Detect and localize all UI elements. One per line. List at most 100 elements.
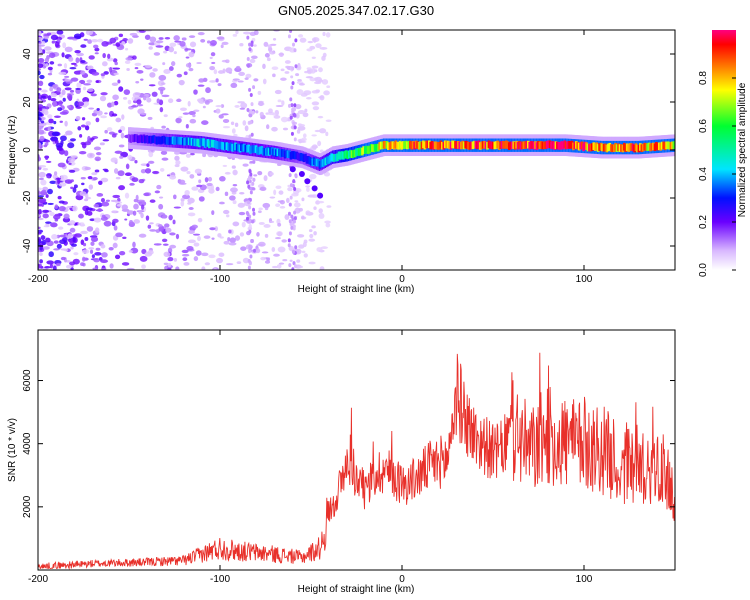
- spectrogram-ridge-cell: [499, 141, 502, 150]
- spectrogram-ridge-cell: [231, 143, 234, 152]
- spectrogram-noise-cell: [240, 246, 247, 251]
- spectrogram-noise-cell: [318, 208, 323, 214]
- spectrogram-noise-cell: [189, 174, 195, 179]
- spectrogram-ridge-cell: [261, 147, 265, 156]
- spectrogram-noise-cell: [169, 232, 176, 236]
- spectrogram-noise-cell: [172, 219, 176, 225]
- spectrogram-ridge-cell: [596, 144, 600, 152]
- spectrogram-noise-cell: [147, 116, 153, 120]
- snr-panel: -200 -100 0 100 2000 4000 6000 Height of stra…: [7, 329, 676, 595]
- spectrogram-noise-cell: [101, 61, 108, 67]
- spectrogram-noise-cell: [129, 219, 133, 225]
- spectrogram-noise-cell: [248, 249, 252, 254]
- spectrogram-noise-cell: [138, 233, 147, 238]
- spectrogram-noise-cell: [94, 47, 100, 52]
- spectrogram-ridge-cell: [308, 156, 312, 165]
- spectrogram-noise-cell: [248, 169, 252, 174]
- spectrogram-ridge-cell: [436, 142, 440, 150]
- spectrogram-ridge-cell: [186, 137, 189, 146]
- spectrogram-noise-cell: [38, 187, 43, 191]
- snr-x-label: Height of straight line (km): [298, 584, 415, 595]
- spectrogram-ridge-cell: [132, 134, 135, 143]
- spectrogram-noise-cell: [159, 106, 164, 113]
- spectrogram-noise-cell: [115, 176, 121, 180]
- spectrogram-noise-cell: [168, 214, 173, 221]
- spectrogram-noise-cell: [110, 199, 118, 203]
- spectrogram-noise-cell: [161, 238, 168, 243]
- spectrogram-noise-cell: [180, 197, 185, 202]
- spectrogram-ridge-cell: [237, 143, 240, 152]
- spectrogram-noise-cell: [84, 166, 91, 171]
- spectrogram-noise-cell: [111, 113, 118, 117]
- spectrogram-noise-cell: [98, 180, 103, 185]
- spectrogram-ridge-cell: [423, 141, 427, 150]
- spectrogram-noise-cell: [38, 197, 47, 203]
- spectrogram-ridge-cell: [161, 135, 165, 144]
- spectrogram-noise-cell: [88, 247, 95, 250]
- spectrogram-noise-cell: [149, 72, 156, 78]
- spectrogram-ridge-cell: [672, 141, 675, 149]
- spectrogram-y-tick-label: 40: [22, 48, 33, 60]
- spectrogram-noise-cell: [67, 157, 76, 163]
- spectrogram-noise-cell: [251, 219, 255, 224]
- spectrogram-noise-cell: [165, 227, 172, 233]
- spectrogram-noise-cell: [314, 81, 322, 85]
- spectrogram-noise-cell: [235, 30, 239, 35]
- spectrogram-noise-cell: [38, 195, 45, 198]
- spectrogram-noise-cell: [93, 257, 100, 263]
- snr-y-tick-label: 4000: [22, 432, 33, 455]
- spectrogram-ridge-cell: [311, 185, 318, 192]
- spectrogram-noise-cell: [182, 257, 188, 262]
- spectrogram-noise-cell: [282, 127, 289, 131]
- spectrogram-ridge-cell: [518, 141, 521, 149]
- spectrogram-noise-cell: [157, 224, 163, 228]
- spectrogram-noise-cell: [38, 36, 44, 42]
- spectrogram-noise-cell: [246, 56, 250, 61]
- spectrogram-ridge-cell: [173, 137, 176, 145]
- spectrogram-noise-cell: [249, 58, 256, 64]
- spectrogram-ridge-cell: [371, 144, 374, 152]
- spectrogram-noise-cell: [133, 219, 141, 224]
- spectrogram-noise-cell: [64, 179, 73, 184]
- spectrogram-noise-cell: [295, 104, 302, 110]
- spectrogram-x-ticks: -200 -100 0 100: [28, 30, 593, 285]
- spectrogram-noise-cell: [155, 40, 164, 44]
- spectrogram-noise-cell: [185, 123, 189, 129]
- spectrogram-ridge-cell: [459, 141, 463, 150]
- spectrogram-noise-cell: [194, 168, 202, 174]
- spectrogram-noise-cell: [303, 90, 312, 96]
- spectrogram-noise-cell: [115, 201, 123, 204]
- snr-x-tick-label: -200: [28, 574, 48, 585]
- spectrogram-ridge-cell: [657, 142, 661, 151]
- spectrogram-ridge-cell: [374, 143, 377, 152]
- spectrogram-noise-cell: [74, 64, 78, 67]
- spectrogram-noise-cell: [271, 246, 276, 252]
- spectrogram-noise-cell: [63, 213, 70, 220]
- spectrogram-ridge-cell: [404, 140, 408, 149]
- spectrogram-ridge-cell: [232, 143, 236, 152]
- spectrogram-noise-cell: [69, 227, 76, 233]
- spectrogram-noise-cell: [114, 150, 123, 154]
- spectrogram-noise-cell: [280, 77, 287, 81]
- spectrogram-ridge-cell: [550, 141, 553, 150]
- spectrogram-noise-cell: [49, 86, 54, 92]
- spectrogram-ridge-cell: [194, 138, 198, 147]
- spectrogram-noise-cell: [262, 202, 271, 209]
- spectrogram-noise-cell: [136, 103, 144, 107]
- spectrogram-ridge-cell: [212, 139, 216, 148]
- spectrogram-noise-cell: [65, 130, 73, 136]
- spectrogram-noise-cell: [185, 63, 192, 68]
- spectrogram-noise-cell: [101, 252, 108, 258]
- spectrogram-ridge-cell: [247, 144, 250, 153]
- spectrogram-noise-cell: [311, 90, 320, 94]
- spectrogram-noise-cell: [111, 82, 119, 86]
- spectrogram-noise-cell: [64, 75, 70, 78]
- spectrogram-ridge-cell: [441, 141, 444, 150]
- spectrogram-noise-cell: [69, 66, 77, 70]
- spectrogram-noise-cell: [302, 133, 307, 138]
- spectrogram-noise-cell: [174, 155, 180, 161]
- spectrogram-noise-cell: [302, 241, 307, 248]
- spectrogram-noise-cell: [88, 107, 95, 110]
- spectrogram-noise-cell: [218, 252, 225, 257]
- spectrogram-ridge-cell: [222, 142, 226, 151]
